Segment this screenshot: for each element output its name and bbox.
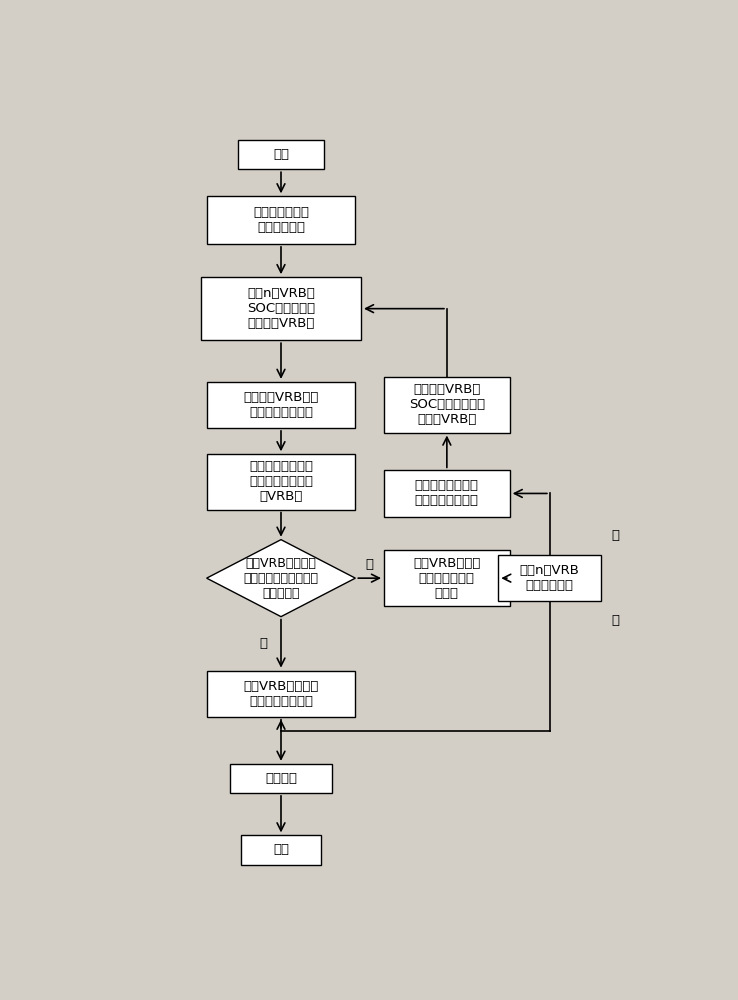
Text: 将平抑目标功率给
定值平均分配到优
先VRB组: 将平抑目标功率给 定值平均分配到优 先VRB组: [249, 460, 313, 503]
FancyBboxPatch shape: [384, 550, 510, 606]
FancyBboxPatch shape: [230, 764, 333, 793]
FancyBboxPatch shape: [201, 277, 361, 340]
Text: 计算优先VRB组实
时最大充放电功率: 计算优先VRB组实 时最大充放电功率: [244, 391, 319, 419]
Text: 结束: 结束: [273, 843, 289, 856]
Text: 优先VRB组以其
最大充放电功率
充放电: 优先VRB组以其 最大充放电功率 充放电: [413, 557, 480, 600]
Text: 判断n组VRB
是否全部工作: 判断n组VRB 是否全部工作: [520, 564, 580, 592]
Text: 计算剩余VRB组
SOC值，选取优先
充放电VRB组: 计算剩余VRB组 SOC值，选取优先 充放电VRB组: [409, 383, 485, 426]
Text: 否: 否: [612, 529, 620, 542]
Text: 优先VRB组以所分
配的功率值充放电: 优先VRB组以所分 配的功率值充放电: [244, 680, 319, 708]
Text: 是: 是: [612, 614, 620, 627]
Text: 输出结果: 输出结果: [265, 772, 297, 785]
Text: 否: 否: [365, 558, 373, 571]
Text: 计算储能平抑目
标功率给定值: 计算储能平抑目 标功率给定值: [253, 206, 309, 234]
FancyBboxPatch shape: [241, 835, 321, 865]
Text: 是: 是: [260, 637, 268, 650]
Text: 判断VRB组最大充
放电功率是否大于所分
配的功率值: 判断VRB组最大充 放电功率是否大于所分 配的功率值: [244, 557, 319, 600]
FancyBboxPatch shape: [498, 555, 601, 601]
FancyBboxPatch shape: [384, 377, 510, 433]
Text: 计算n组VRB的
SOC值，选取优
先充放电VRB组: 计算n组VRB的 SOC值，选取优 先充放电VRB组: [247, 287, 315, 330]
FancyBboxPatch shape: [207, 454, 356, 510]
FancyBboxPatch shape: [207, 671, 356, 717]
FancyBboxPatch shape: [238, 140, 324, 169]
FancyBboxPatch shape: [207, 382, 356, 428]
Polygon shape: [207, 540, 356, 617]
Text: 计算剩余需要平抑
的目标功率给定值: 计算剩余需要平抑 的目标功率给定值: [415, 479, 479, 507]
FancyBboxPatch shape: [207, 196, 356, 244]
FancyBboxPatch shape: [384, 470, 510, 517]
Text: 开始: 开始: [273, 148, 289, 161]
